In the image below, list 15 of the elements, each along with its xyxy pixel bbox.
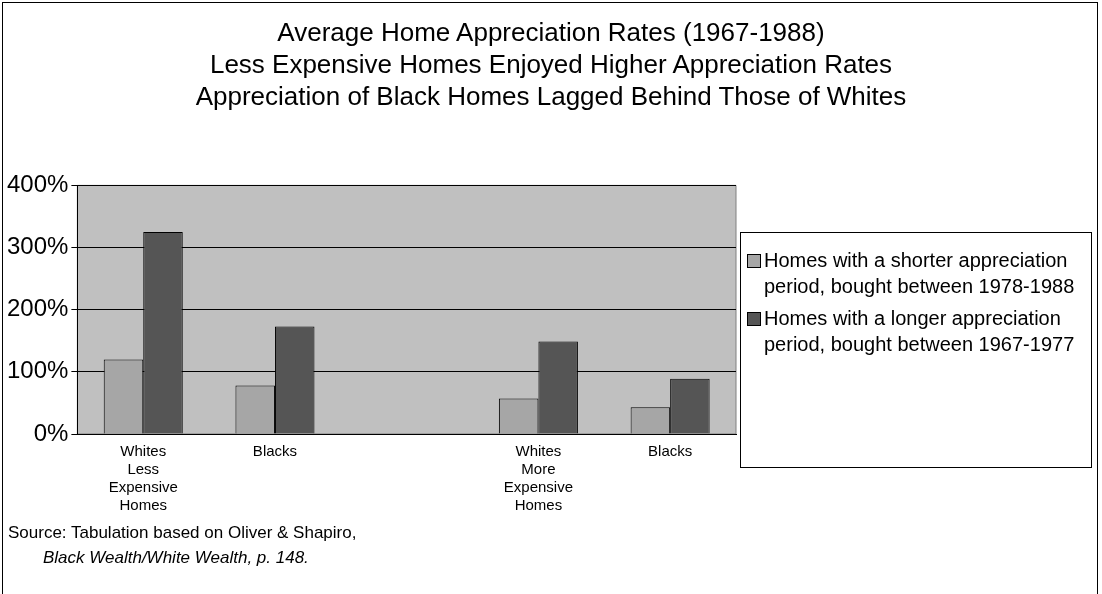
- x-tick-label: Whites Less Expensive Homes: [108, 442, 178, 514]
- text: Black Wealth/White Wealth, p. 148.: [42, 547, 310, 569]
- y-tick-label: 200%: [6, 294, 69, 322]
- chart-subtitle: Less Expensive Homes Enjoyed Higher Appreciation Rates Appreciation of Black Homes Lagged Behind Those of Whites: [194, 48, 908, 112]
- y-tick-label: 100%: [6, 356, 69, 384]
- legend-label: Homes with a longer appreciation period, bought between 1967-1977: [764, 306, 1076, 357]
- x-tick-label: Whites More Expensive Homes: [503, 442, 574, 514]
- chart-title: Average Home Appreciation Rates (1967-1988): [276, 16, 826, 48]
- y-tick-label: 0%: [33, 418, 69, 446]
- legend-label: Homes with a shorter appreciation period, bought between 1978-1988: [764, 248, 1076, 299]
- y-tick-label: 300%: [6, 232, 69, 260]
- y-tick-label: 400%: [6, 170, 69, 198]
- x-tick-label: Blacks: [252, 442, 298, 460]
- x-tick-label: Blacks: [648, 442, 693, 460]
- source-note: Source: Tabulation based on Oliver & Shapiro,: [8, 522, 357, 544]
